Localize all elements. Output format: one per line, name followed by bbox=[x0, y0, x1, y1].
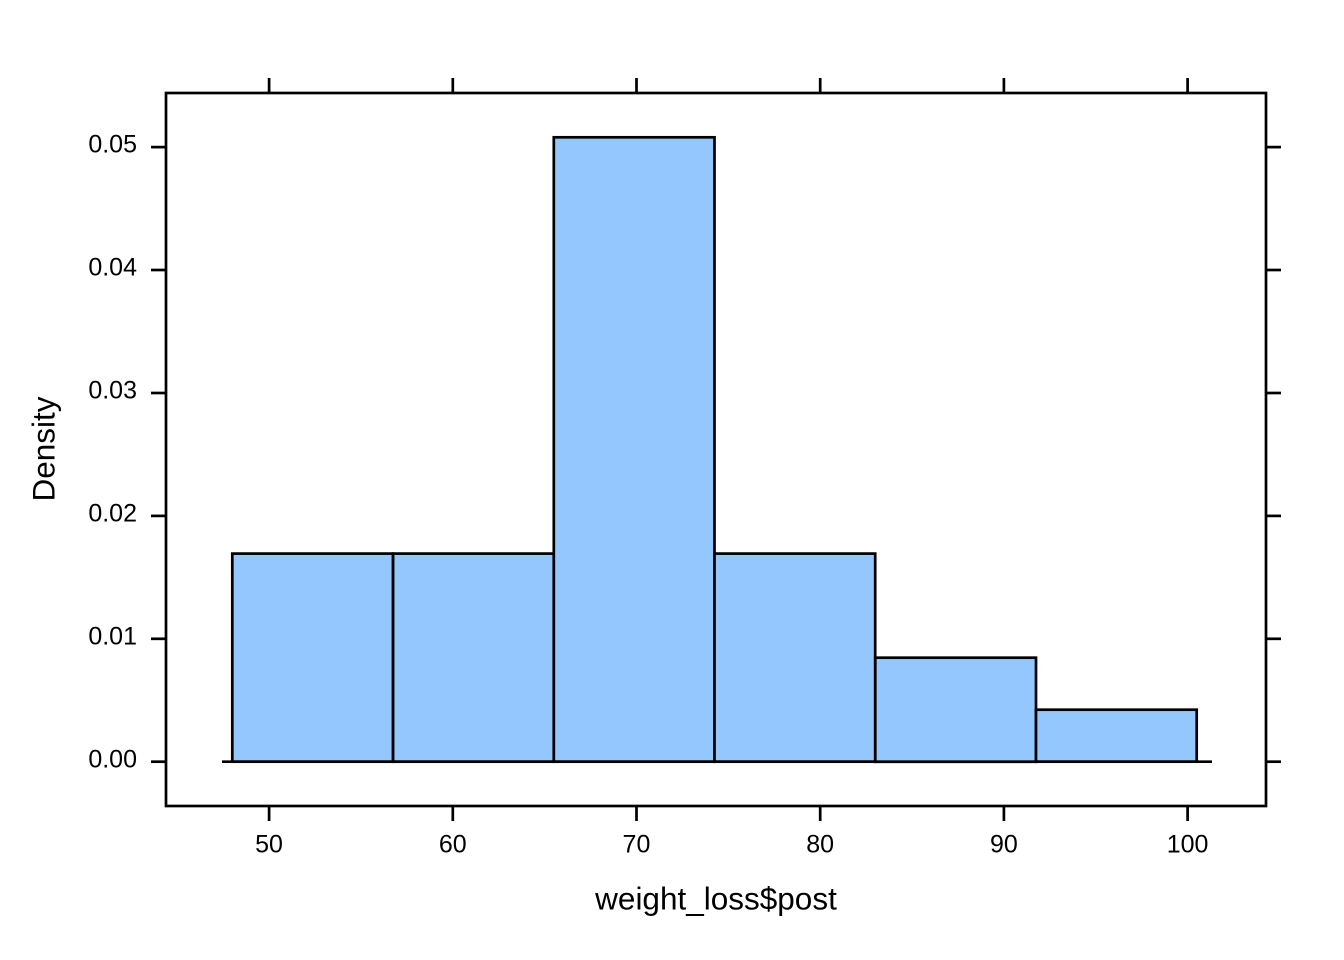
x-tick-label-50: 50 bbox=[255, 830, 283, 859]
histogram-bar bbox=[552, 135, 716, 764]
y-tick-label-0.05: 0.05 bbox=[88, 130, 137, 159]
bars-group bbox=[230, 135, 1199, 764]
y-tick-label-0.02: 0.02 bbox=[88, 499, 137, 528]
y-axis-title: Density bbox=[25, 396, 62, 502]
histogram-bar bbox=[873, 656, 1038, 764]
y-tick-label-0.01: 0.01 bbox=[88, 622, 137, 651]
y-tick-label-0.04: 0.04 bbox=[88, 253, 137, 282]
histogram-bar bbox=[230, 552, 395, 764]
y-tick-label-0.03: 0.03 bbox=[88, 376, 137, 405]
histogram-bar bbox=[391, 552, 556, 764]
x-tick-label-90: 90 bbox=[989, 830, 1018, 859]
x-tick-label-70: 70 bbox=[622, 830, 651, 859]
axis-ticks bbox=[151, 78, 1281, 821]
x-tick-label-80: 80 bbox=[806, 830, 835, 859]
plot-box bbox=[164, 91, 1268, 808]
x-tick-label-100: 100 bbox=[1166, 830, 1209, 859]
x-tick-label-60: 60 bbox=[438, 830, 467, 859]
histogram-bar bbox=[713, 552, 877, 764]
y-tick-label-0.00: 0.00 bbox=[88, 745, 137, 774]
histogram-bar bbox=[1034, 708, 1199, 764]
x-axis-title: weight_loss$post bbox=[595, 880, 837, 917]
